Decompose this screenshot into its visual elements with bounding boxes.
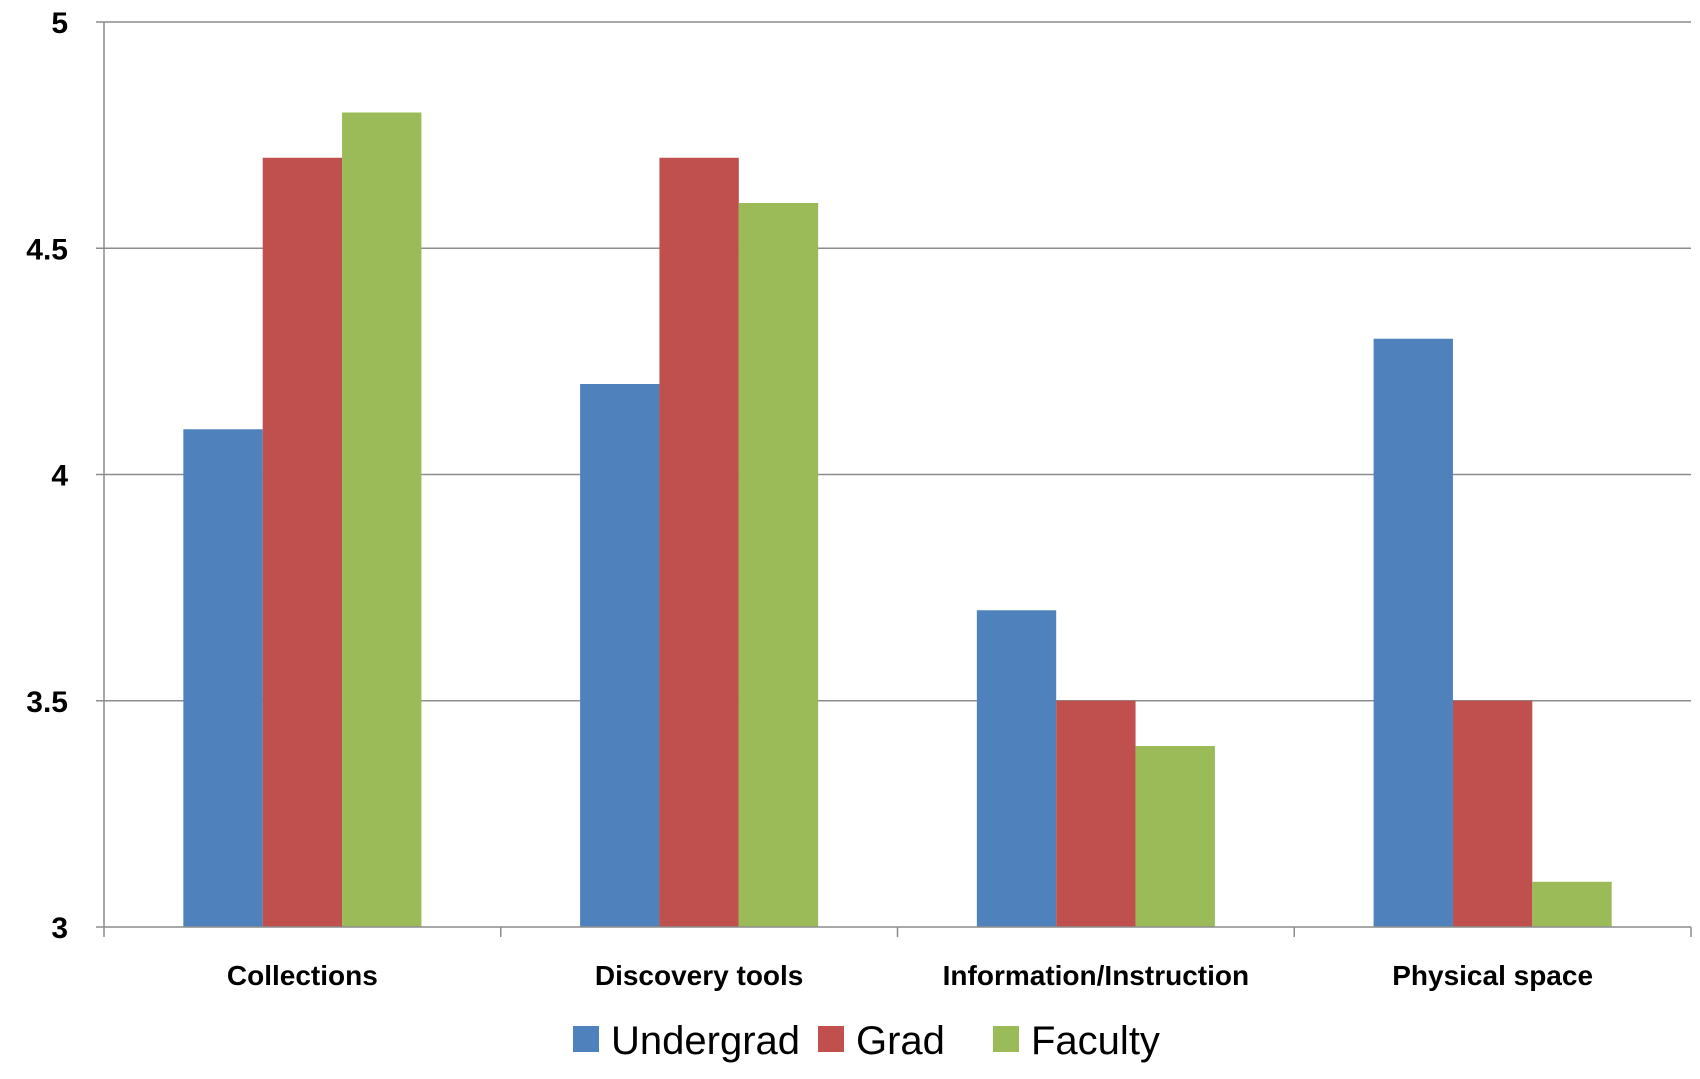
bar-faculty-4 <box>1532 881 1612 927</box>
legend: Undergrad Grad Faculty <box>573 1019 1160 1063</box>
x-tick-label: Information/Instruction <box>943 960 1249 991</box>
bar-undergrad-4 <box>1373 338 1453 927</box>
legend-item-grad: Grad <box>818 1019 945 1063</box>
bar-grad-3 <box>1056 700 1136 927</box>
legend-swatch <box>818 1026 844 1052</box>
legend-item-faculty: Faculty <box>993 1019 1160 1063</box>
y-tick-label: 4 <box>51 460 68 493</box>
bar-undergrad-1 <box>183 429 263 927</box>
x-tick-label: Discovery tools <box>595 960 804 991</box>
x-tick-label: Collections <box>227 960 378 991</box>
bar-undergrad-2 <box>580 384 660 927</box>
bars <box>183 112 1612 927</box>
y-tick-label: 5 <box>51 7 68 40</box>
bar-undergrad-3 <box>976 610 1057 927</box>
legend-swatch <box>573 1026 599 1052</box>
legend-swatch <box>993 1026 1019 1052</box>
legend-label: Undergrad <box>611 1019 800 1063</box>
bar-faculty-2 <box>738 203 819 927</box>
bar-grad-4 <box>1452 700 1533 927</box>
bar-grad-1 <box>262 157 343 927</box>
axes <box>96 21 1692 937</box>
bar-grad-2 <box>659 157 739 927</box>
y-tick-label: 3 <box>51 912 68 945</box>
tick-labels: 3 3.5 4 4.5 5 Collections Discovery tools Infor… <box>26 7 1593 991</box>
bar-faculty-1 <box>342 112 422 927</box>
legend-item-undergrad: Undergrad <box>573 1019 800 1063</box>
y-tick-label: 4.5 <box>26 233 68 266</box>
bar-faculty-3 <box>1135 746 1215 927</box>
legend-label: Grad <box>856 1019 945 1063</box>
x-tick-label: Physical space <box>1392 960 1593 991</box>
legend-label: Faculty <box>1031 1019 1160 1063</box>
y-tick-label: 3.5 <box>26 686 68 719</box>
